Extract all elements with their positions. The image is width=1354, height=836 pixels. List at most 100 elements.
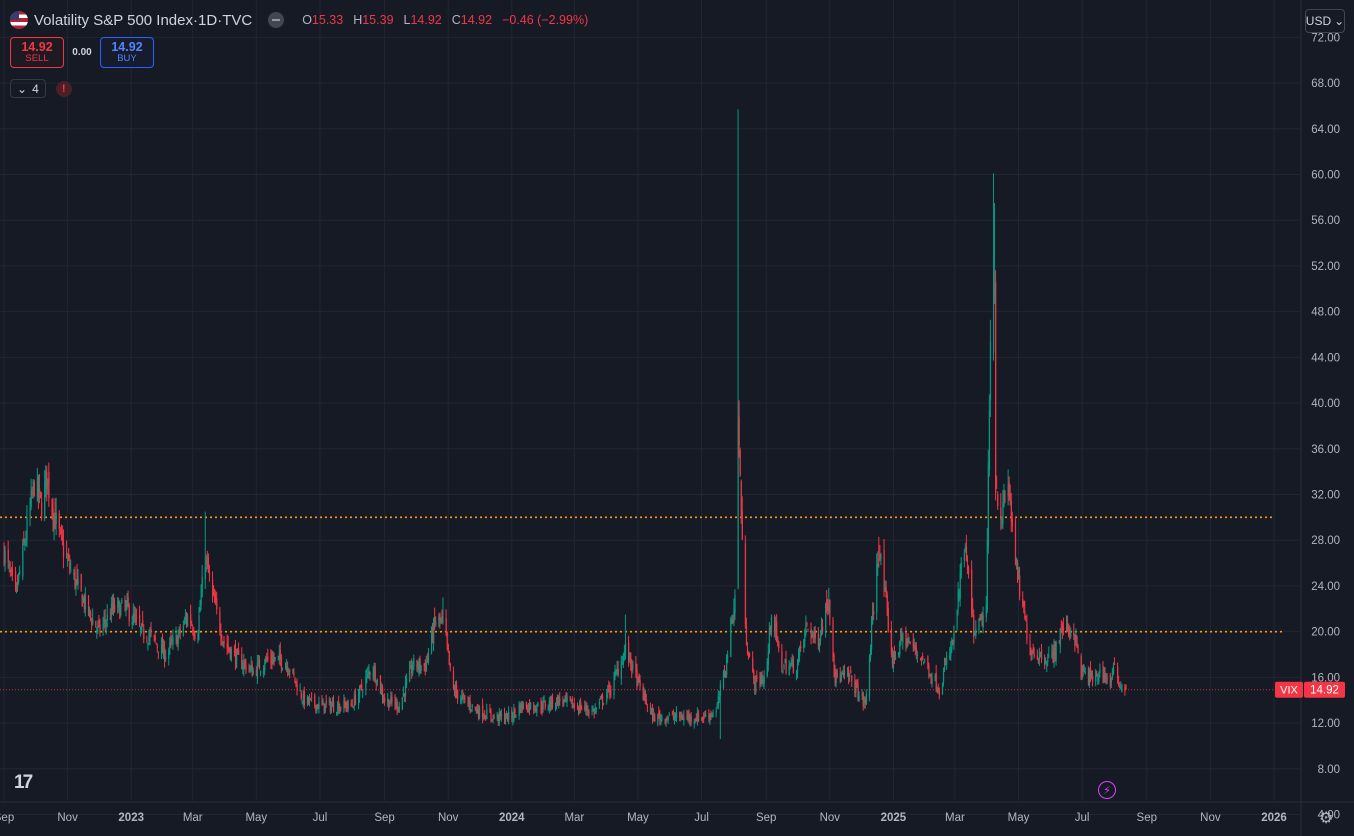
candle-body xyxy=(104,619,106,624)
candle-body xyxy=(84,594,87,610)
candle-body xyxy=(1061,623,1064,632)
candle-body xyxy=(775,625,777,633)
candle-body xyxy=(668,714,670,717)
candle-body xyxy=(193,631,195,637)
candle-body xyxy=(295,681,297,683)
candle-body xyxy=(505,719,507,721)
candle-body xyxy=(534,709,536,711)
price-tick-label: 40.00 xyxy=(1311,398,1340,410)
candle-body xyxy=(1032,648,1034,653)
candle-body xyxy=(549,702,552,707)
sell-price: 14.92 xyxy=(21,39,53,54)
tradingview-logo[interactable]: 17 xyxy=(14,772,33,793)
candle-body xyxy=(74,570,76,588)
symbol-title: Volatility S&P 500 Index xyxy=(34,11,193,29)
candle-body xyxy=(796,661,799,674)
candle-body xyxy=(614,672,616,677)
candle-body xyxy=(260,670,262,673)
candle-body xyxy=(44,481,46,519)
indicators-toggle-button[interactable]: ⌄ 4 xyxy=(10,79,46,98)
currency-select[interactable]: USD ⌄ xyxy=(1305,9,1345,33)
candle-body xyxy=(1121,684,1123,692)
candle-body xyxy=(825,603,827,633)
candle-body xyxy=(643,691,645,701)
candle-body xyxy=(362,692,364,694)
candle-body xyxy=(654,714,656,722)
candle-body xyxy=(895,656,897,660)
candle-body xyxy=(814,631,816,639)
candle-body xyxy=(271,658,273,665)
candle-body xyxy=(572,705,575,709)
candle-body xyxy=(125,603,127,610)
candle-body xyxy=(486,709,488,720)
candle-body xyxy=(653,713,655,721)
candle-body xyxy=(541,707,543,711)
candle-body xyxy=(1066,619,1068,627)
open-value: 15.33 xyxy=(311,13,344,27)
candle-body xyxy=(784,661,786,663)
candle-body xyxy=(1096,673,1098,676)
collapse-toggle-icon[interactable] xyxy=(268,12,285,28)
last-price-label: 14.92 xyxy=(1310,685,1339,697)
price-tick-label: 16.00 xyxy=(1311,672,1340,684)
candle-body xyxy=(658,711,660,716)
candle-body xyxy=(951,639,953,650)
candle-body xyxy=(513,710,515,721)
candle-body xyxy=(960,562,962,577)
candle-body xyxy=(1075,635,1077,642)
candle-body xyxy=(1038,651,1041,659)
candle-body xyxy=(740,480,742,516)
candle-body xyxy=(620,661,622,679)
candle-body xyxy=(394,700,396,707)
buy-button[interactable]: 14.92 BUY xyxy=(100,37,154,68)
candle-body xyxy=(389,704,391,707)
candle-body xyxy=(885,587,887,598)
candle-body xyxy=(791,660,793,666)
warning-icon[interactable]: ! xyxy=(55,80,72,97)
lightning-icon[interactable]: ⚡ xyxy=(1098,781,1116,799)
candle-body xyxy=(204,566,206,580)
candle-body xyxy=(22,543,24,577)
candle-body xyxy=(236,650,238,668)
candle-body xyxy=(975,628,977,636)
candle-body xyxy=(710,714,712,716)
candle-body xyxy=(716,704,718,709)
candle-body xyxy=(1022,598,1024,606)
candle-body xyxy=(249,666,251,672)
symbol-badge-label: VIX xyxy=(1280,685,1298,697)
sell-button[interactable]: 14.92 SELL xyxy=(10,37,64,68)
candle-body xyxy=(689,714,691,723)
sell-label: SELL xyxy=(25,53,49,65)
candle-body xyxy=(372,673,374,676)
candle-body xyxy=(171,641,173,643)
candle-body xyxy=(616,668,618,672)
candle-body xyxy=(571,697,573,709)
candle-body xyxy=(506,712,508,718)
candle-body xyxy=(14,571,17,589)
candle-body xyxy=(579,703,581,714)
candle-body xyxy=(191,624,193,626)
price-tick-label: 48.00 xyxy=(1311,307,1340,319)
candle-body xyxy=(237,650,239,652)
price-tick-label: 36.00 xyxy=(1311,444,1340,456)
candle-body xyxy=(907,637,909,644)
candle-body xyxy=(376,678,378,684)
time-tick-label: Sep xyxy=(0,812,14,824)
candle-body xyxy=(307,697,310,703)
candle-body xyxy=(179,629,181,634)
candle-body xyxy=(197,634,199,642)
interval[interactable]: 1D xyxy=(198,11,218,29)
candle-body xyxy=(416,659,418,669)
candle-body xyxy=(682,718,684,720)
candle-body xyxy=(989,341,992,400)
candle-body xyxy=(120,604,122,615)
candle-body xyxy=(67,559,69,561)
candle-body xyxy=(817,633,820,647)
gear-icon[interactable]: ⚙ xyxy=(1319,810,1334,827)
candle-body xyxy=(154,636,156,641)
candle-body xyxy=(58,513,60,530)
candle-body xyxy=(767,651,769,665)
candle-body xyxy=(368,671,370,675)
symbol-header[interactable]: Volatility S&P 500 Index · 1D · TVC O15.… xyxy=(10,8,588,32)
